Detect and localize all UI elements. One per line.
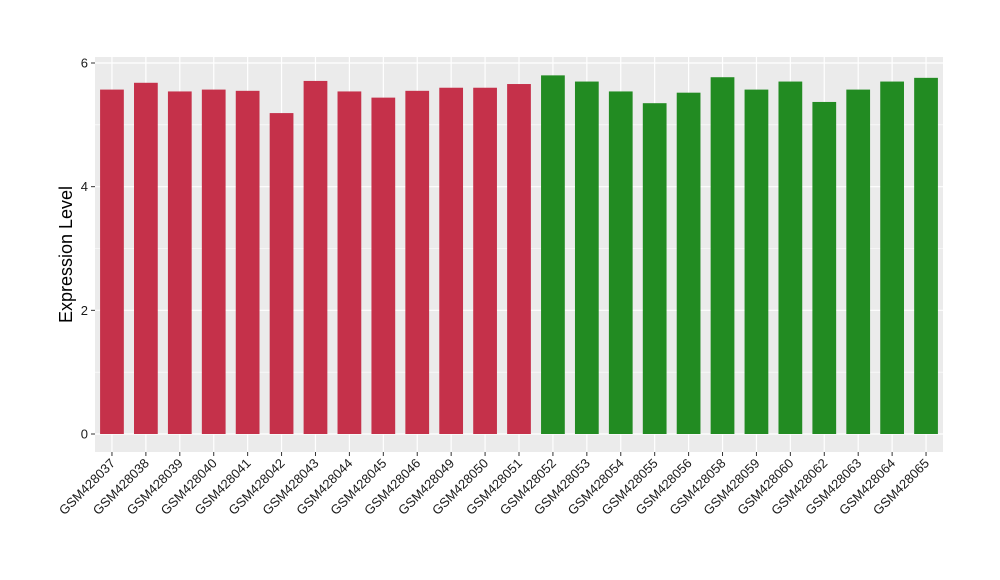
bar-GSM428062 <box>812 101 837 434</box>
bar-GSM428043 <box>303 80 328 434</box>
bar-GSM428037 <box>100 89 124 435</box>
bar-GSM428054 <box>608 91 633 435</box>
y-axis: 0 2 4 6 <box>81 56 95 442</box>
bar-GSM428040 <box>201 89 226 435</box>
bars <box>100 75 938 435</box>
bar-GSM428055 <box>642 103 667 435</box>
bar-GSM428051 <box>507 84 531 435</box>
y-tick-label: 0 <box>81 427 88 442</box>
bar-GSM428045 <box>371 97 396 435</box>
bar-GSM428063 <box>846 89 871 435</box>
bar-GSM428065 <box>914 77 938 434</box>
bar-GSM428059 <box>744 89 769 435</box>
bar-GSM428058 <box>710 77 735 434</box>
bar-GSM428039 <box>167 91 192 435</box>
bar-GSM428038 <box>134 82 158 434</box>
y-tick-label: 2 <box>81 303 88 318</box>
bar-GSM428056 <box>676 92 701 435</box>
y-tick-label: 6 <box>81 56 88 71</box>
bar-GSM428053 <box>574 81 599 435</box>
y-axis-title: Expression Level <box>56 186 76 323</box>
y-tick-label: 4 <box>81 179 88 194</box>
bar-GSM428064 <box>880 81 904 435</box>
bar-GSM428052 <box>541 75 565 434</box>
bar-GSM428042 <box>269 113 294 435</box>
bar-GSM428060 <box>778 81 803 435</box>
bar-GSM428041 <box>235 90 260 434</box>
bar-GSM428050 <box>473 87 497 434</box>
bar-GSM428046 <box>405 90 430 434</box>
x-axis: GSM428037GSM428038GSM428039GSM428040GSM4… <box>56 452 932 518</box>
bar-GSM428044 <box>337 91 362 435</box>
bar-GSM428049 <box>439 87 464 434</box>
